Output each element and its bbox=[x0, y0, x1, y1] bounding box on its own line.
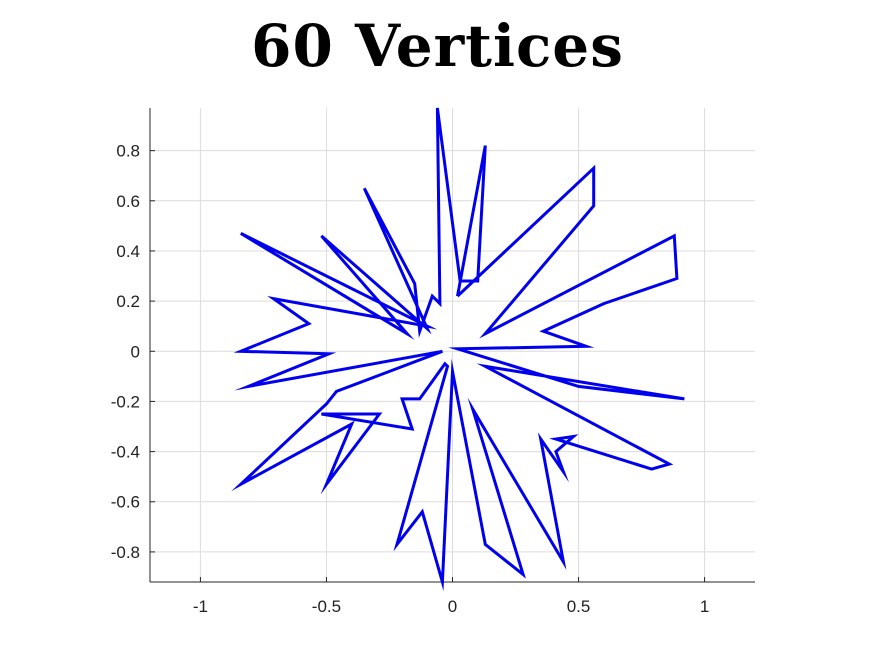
y-tick-label: -0.2 bbox=[111, 392, 140, 411]
axes bbox=[149, 108, 755, 583]
y-tick-label: -0.4 bbox=[111, 443, 140, 462]
x-tick-label: 1 bbox=[700, 597, 709, 616]
polygon-series-line bbox=[231, 107, 685, 592]
x-tick-label: -1 bbox=[193, 597, 208, 616]
tick-labels: -1 -0.5 0 0.5 1 -0.8 -0.6 -0.4 -0.2 0 0.2 0.4 0.6 0.8 bbox=[111, 142, 710, 616]
y-tick-label: 0 bbox=[131, 342, 140, 361]
y-tick-label: 0.2 bbox=[116, 292, 140, 311]
x-tick-label: -0.5 bbox=[312, 597, 341, 616]
chart-title: 60 Vertices bbox=[251, 12, 624, 80]
y-tick-label: -0.8 bbox=[111, 543, 140, 562]
y-tick-label: 0.4 bbox=[116, 242, 140, 261]
x-tick-label: 0 bbox=[448, 597, 457, 616]
series-layer bbox=[231, 107, 685, 592]
x-tick-label: 0.5 bbox=[567, 597, 591, 616]
y-tick-label: 0.6 bbox=[116, 192, 140, 211]
y-tick-label: -0.6 bbox=[111, 493, 140, 512]
grid-lines bbox=[150, 108, 755, 582]
y-tick-label: 0.8 bbox=[116, 142, 140, 161]
